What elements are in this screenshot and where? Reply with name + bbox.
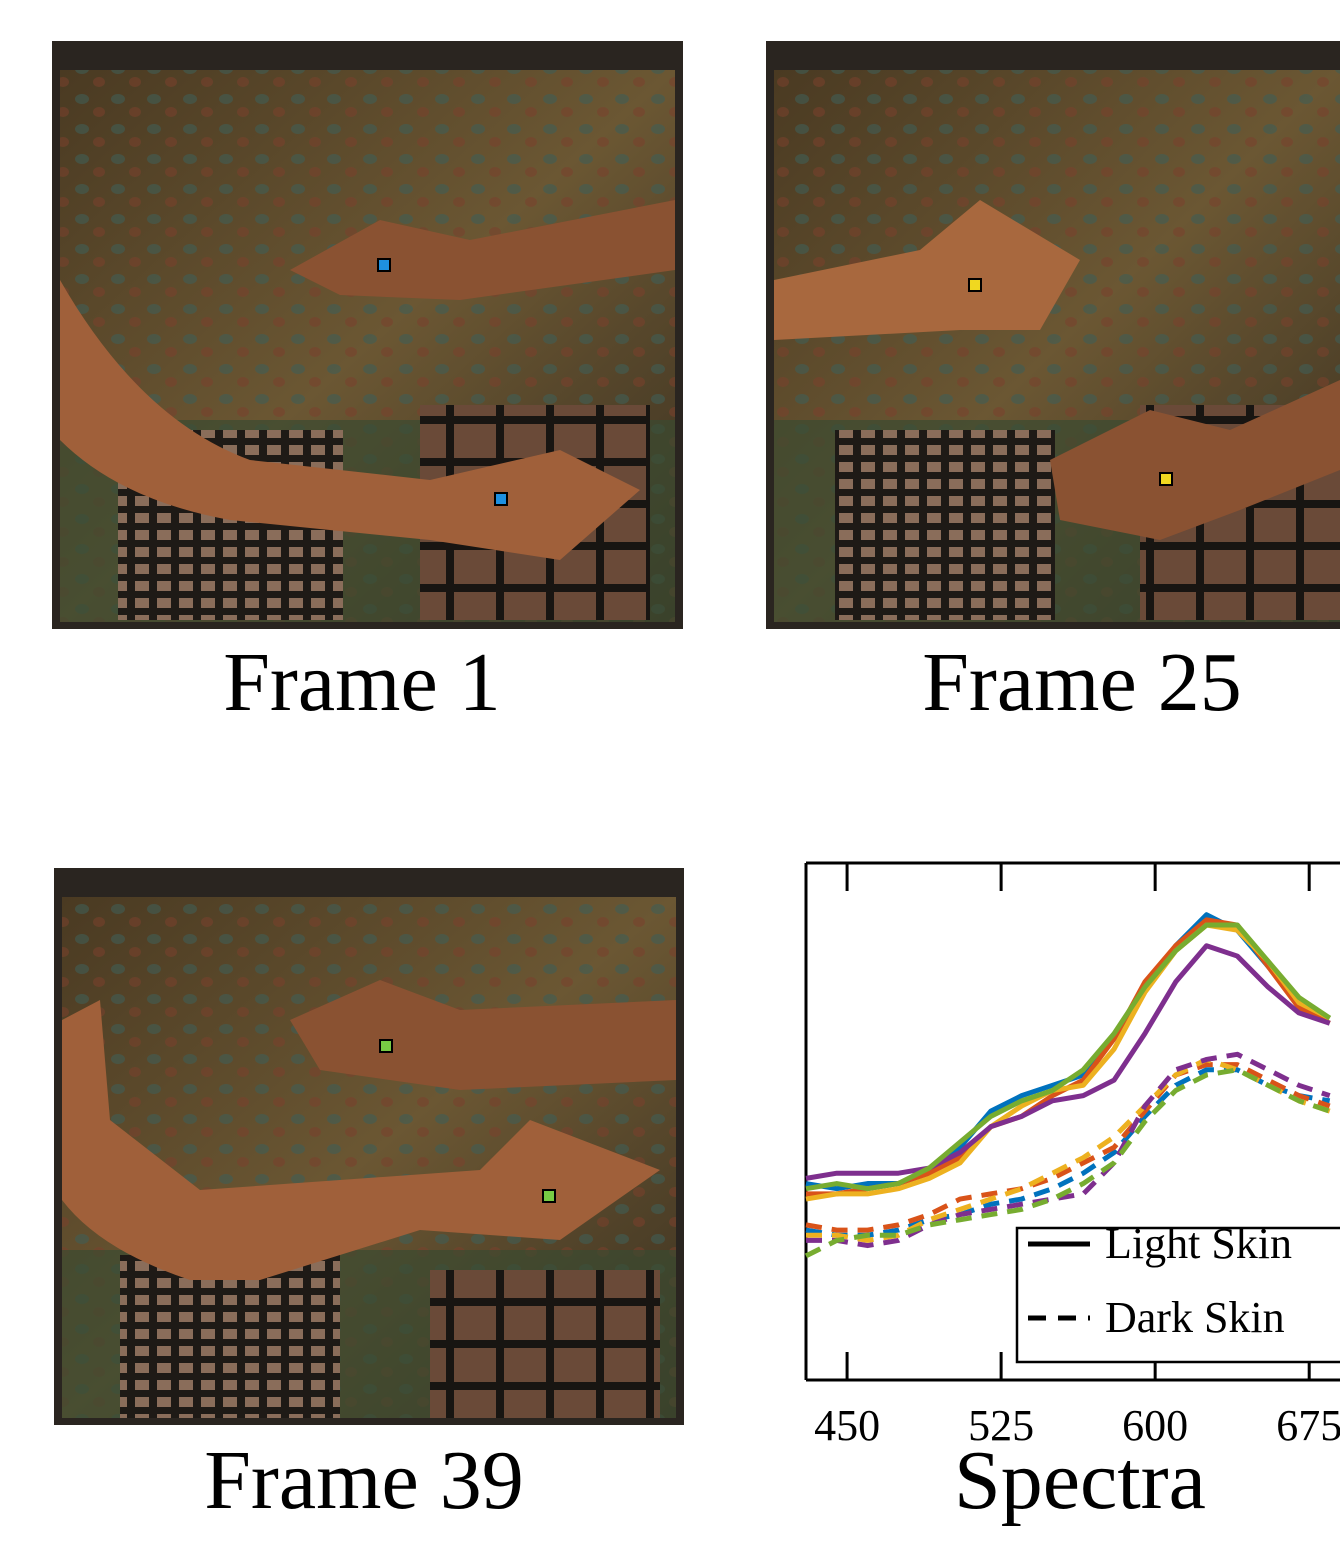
page: Frame 1 Frame 25 Frame 39 Spectra 450525… — [0, 0, 1340, 1556]
series-line — [806, 915, 1330, 1189]
x-tick-label: 675 — [1276, 1401, 1340, 1450]
legend-label: Light Skin — [1105, 1219, 1292, 1268]
x-tick-label: 600 — [1122, 1401, 1188, 1450]
series-line — [806, 925, 1330, 1189]
frame-caption: Frame 25 — [922, 636, 1242, 729]
series-line — [806, 920, 1330, 1194]
legend: Light Skin Dark Skin — [1017, 1219, 1340, 1362]
legend-label: Dark Skin — [1105, 1293, 1285, 1342]
frame-caption: Frame 39 — [204, 1434, 524, 1527]
frame-caption: Frame 1 — [223, 636, 501, 729]
x-tick-label: 450 — [814, 1401, 880, 1450]
frame-image — [52, 41, 683, 629]
frame-image — [54, 868, 684, 1425]
x-tick-label: 525 — [968, 1401, 1034, 1450]
series-line — [806, 1070, 1330, 1235]
frame-image — [766, 41, 1340, 629]
figure: Frame 1 Frame 25 Frame 39 Spectra 450525… — [0, 0, 1340, 1556]
